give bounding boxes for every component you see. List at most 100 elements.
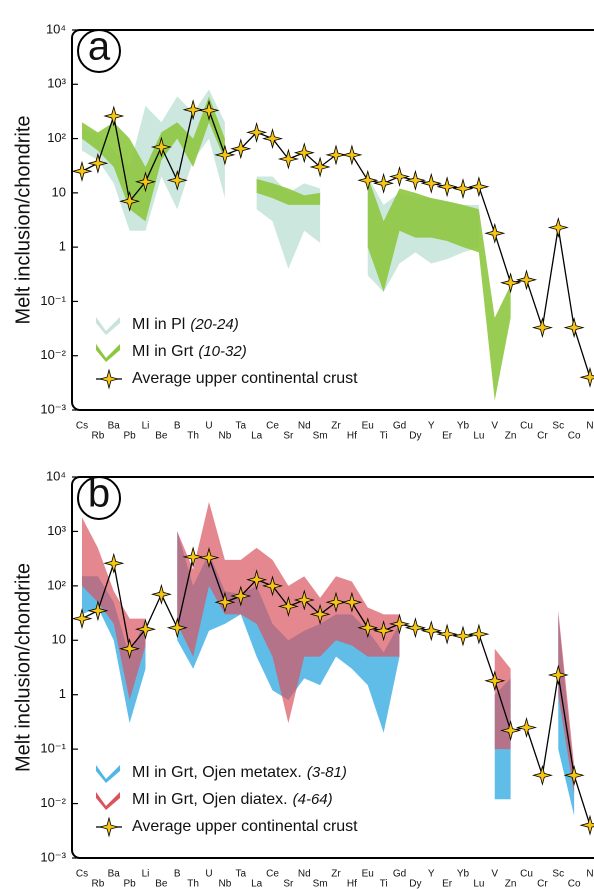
star-marker — [198, 547, 220, 569]
band — [494, 648, 511, 750]
x-tick-label: Cr — [537, 879, 548, 889]
y-tick-label: 10⁻³ — [40, 849, 66, 864]
star-marker — [246, 121, 268, 143]
x-tick-label: B — [174, 421, 181, 432]
x-tick-label: U — [205, 421, 212, 432]
band — [82, 96, 225, 222]
star-marker — [293, 142, 315, 164]
x-tick-label: Rb — [91, 431, 104, 442]
x-tick-label: N — [586, 869, 593, 880]
star-marker — [230, 138, 252, 160]
x-tick-label: Hf — [347, 879, 357, 889]
x-tick-label: Sc — [552, 421, 564, 432]
star-marker — [214, 591, 236, 613]
legend-star — [98, 816, 120, 838]
x-tick-label: V — [491, 421, 498, 432]
star-marker — [182, 99, 204, 121]
legend-name: MI in Grt — [132, 343, 194, 360]
legend-swatch — [96, 344, 120, 362]
star-marker — [87, 152, 109, 174]
x-tick-label: Zn — [505, 879, 517, 889]
x-tick-label: Sc — [552, 869, 564, 880]
star-marker — [404, 169, 426, 191]
star-marker — [87, 600, 109, 622]
panel: 10⁻³ 10⁻² 10⁻¹ 1 10 10² 10³ 10⁴ Melt inclusion/c… — [12, 468, 594, 889]
x-tick-label: B — [174, 869, 181, 880]
legend-name: MI in Grt, Ojen metatex. — [132, 764, 302, 781]
x-tick-label: Yb — [457, 869, 470, 880]
star-marker — [261, 128, 284, 150]
star-marker — [531, 764, 553, 786]
legend-name: MI in Grt, Ojen diatex. — [132, 791, 288, 808]
y-tick-label: 10⁻¹ — [40, 293, 66, 308]
x-tick-label: Ta — [235, 869, 246, 880]
x-tick-label: Eu — [362, 869, 374, 880]
x-tick-label: Ti — [380, 879, 388, 889]
legend-note: (10-32) — [198, 343, 246, 360]
star-marker — [500, 719, 522, 742]
y-tick-label: 10⁻² — [40, 795, 66, 810]
legend-label: MI in Grt, Ojen metatex. (3-81) — [132, 764, 347, 781]
legend-swatch — [96, 317, 120, 335]
y-tick-label: 10² — [47, 577, 66, 592]
star-marker — [420, 172, 442, 194]
x-tick-label: La — [251, 431, 263, 442]
x-tick-label: Lu — [473, 879, 484, 889]
legend-star — [98, 368, 120, 390]
x-tick-label: Be — [155, 879, 168, 889]
star-marker — [150, 583, 172, 605]
x-tick-label: Yb — [457, 421, 470, 432]
x-tick-label: Ta — [235, 421, 246, 432]
x-tick-label: Nd — [298, 869, 311, 880]
star-marker — [150, 136, 172, 158]
x-tick-label: Cr — [537, 431, 548, 442]
star-marker — [515, 269, 538, 291]
band — [256, 178, 321, 205]
star-marker — [579, 814, 594, 836]
y-tick-label: 10⁴ — [46, 468, 66, 483]
y-tick-label: 10³ — [47, 523, 66, 538]
x-tick-label: Th — [187, 431, 199, 442]
star-marker — [230, 585, 252, 607]
x-tick-label: Gd — [393, 869, 406, 880]
y-tick-label: 10⁴ — [46, 21, 66, 36]
legend-swatch — [96, 765, 120, 783]
x-tick-label: Zr — [331, 869, 341, 880]
star-marker — [452, 625, 474, 647]
star-marker — [547, 664, 569, 686]
x-tick-label: Sr — [283, 879, 294, 889]
x-tick-label: Nd — [298, 421, 311, 432]
x-tick-label: Zn — [505, 431, 517, 442]
star-marker — [436, 623, 458, 645]
x-tick-label: Sm — [313, 431, 328, 442]
x-tick-label: Co — [568, 879, 581, 889]
star-marker — [103, 552, 125, 574]
legend-name: MI in Pl — [132, 316, 185, 333]
star-marker — [388, 613, 411, 635]
legend-label: Average upper continental crust — [132, 370, 358, 387]
y-tick-label: 10² — [47, 130, 66, 145]
star-marker — [166, 617, 188, 639]
star-marker — [579, 366, 594, 388]
y-tick-label: 10⁻² — [40, 347, 66, 362]
star-marker — [309, 156, 331, 178]
y-axis-title: Melt inclusion/chondrite — [12, 563, 34, 772]
legend-label: MI in Grt (10-32) — [132, 343, 247, 360]
frame — [71, 29, 594, 411]
star-marker — [404, 617, 426, 639]
x-tick-label: V — [491, 869, 498, 880]
star-marker — [103, 105, 125, 127]
star-marker — [373, 620, 395, 642]
star-marker — [468, 623, 490, 645]
band — [367, 176, 511, 401]
star-marker — [119, 638, 141, 660]
star-marker — [277, 148, 299, 170]
x-tick-label: Th — [187, 879, 199, 889]
legend-name: Average upper continental crust — [132, 818, 358, 835]
x-tick-label: Nb — [218, 879, 231, 889]
x-tick-label: Co — [568, 431, 581, 442]
legend-note: (20-24) — [190, 316, 238, 333]
x-tick-label: Eu — [362, 421, 374, 432]
y-tick-label: 10⁻¹ — [40, 741, 66, 756]
